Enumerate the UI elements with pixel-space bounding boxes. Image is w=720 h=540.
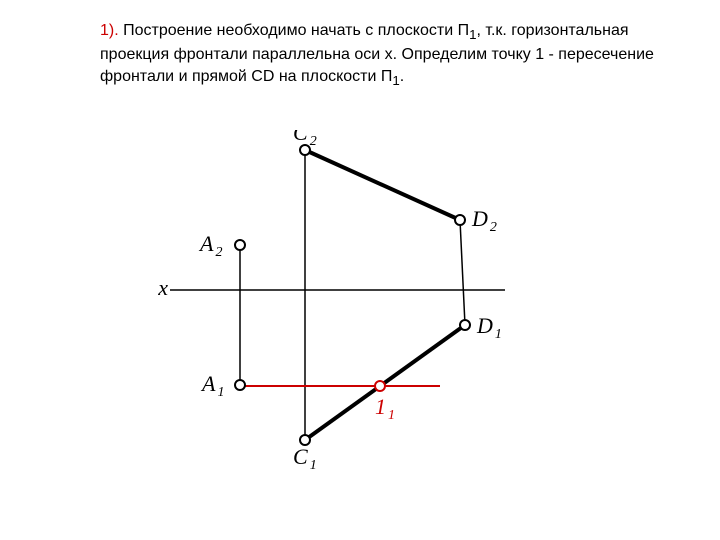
step-number: 1). (100, 22, 119, 39)
svg-text:D1: D1 (476, 313, 502, 342)
diagram-svg: xC2D2A2A1D1C111 (150, 130, 570, 510)
desc-sub2: 1 (392, 73, 399, 88)
desc-part1: Построение необходимо начать с плоскости… (119, 22, 469, 39)
geometric-diagram: xC2D2A2A1D1C111 (150, 130, 570, 510)
desc-sub1: 1 (469, 27, 476, 42)
svg-text:x: x (157, 275, 168, 300)
svg-text:D2: D2 (471, 206, 497, 235)
svg-text:11: 11 (375, 394, 395, 423)
svg-text:C1: C1 (293, 444, 317, 473)
description-text: 1). Построение необходимо начать с плоск… (100, 20, 680, 90)
svg-text:A2: A2 (198, 231, 222, 260)
svg-text:A1: A1 (200, 371, 224, 400)
desc-part3: . (400, 68, 404, 85)
